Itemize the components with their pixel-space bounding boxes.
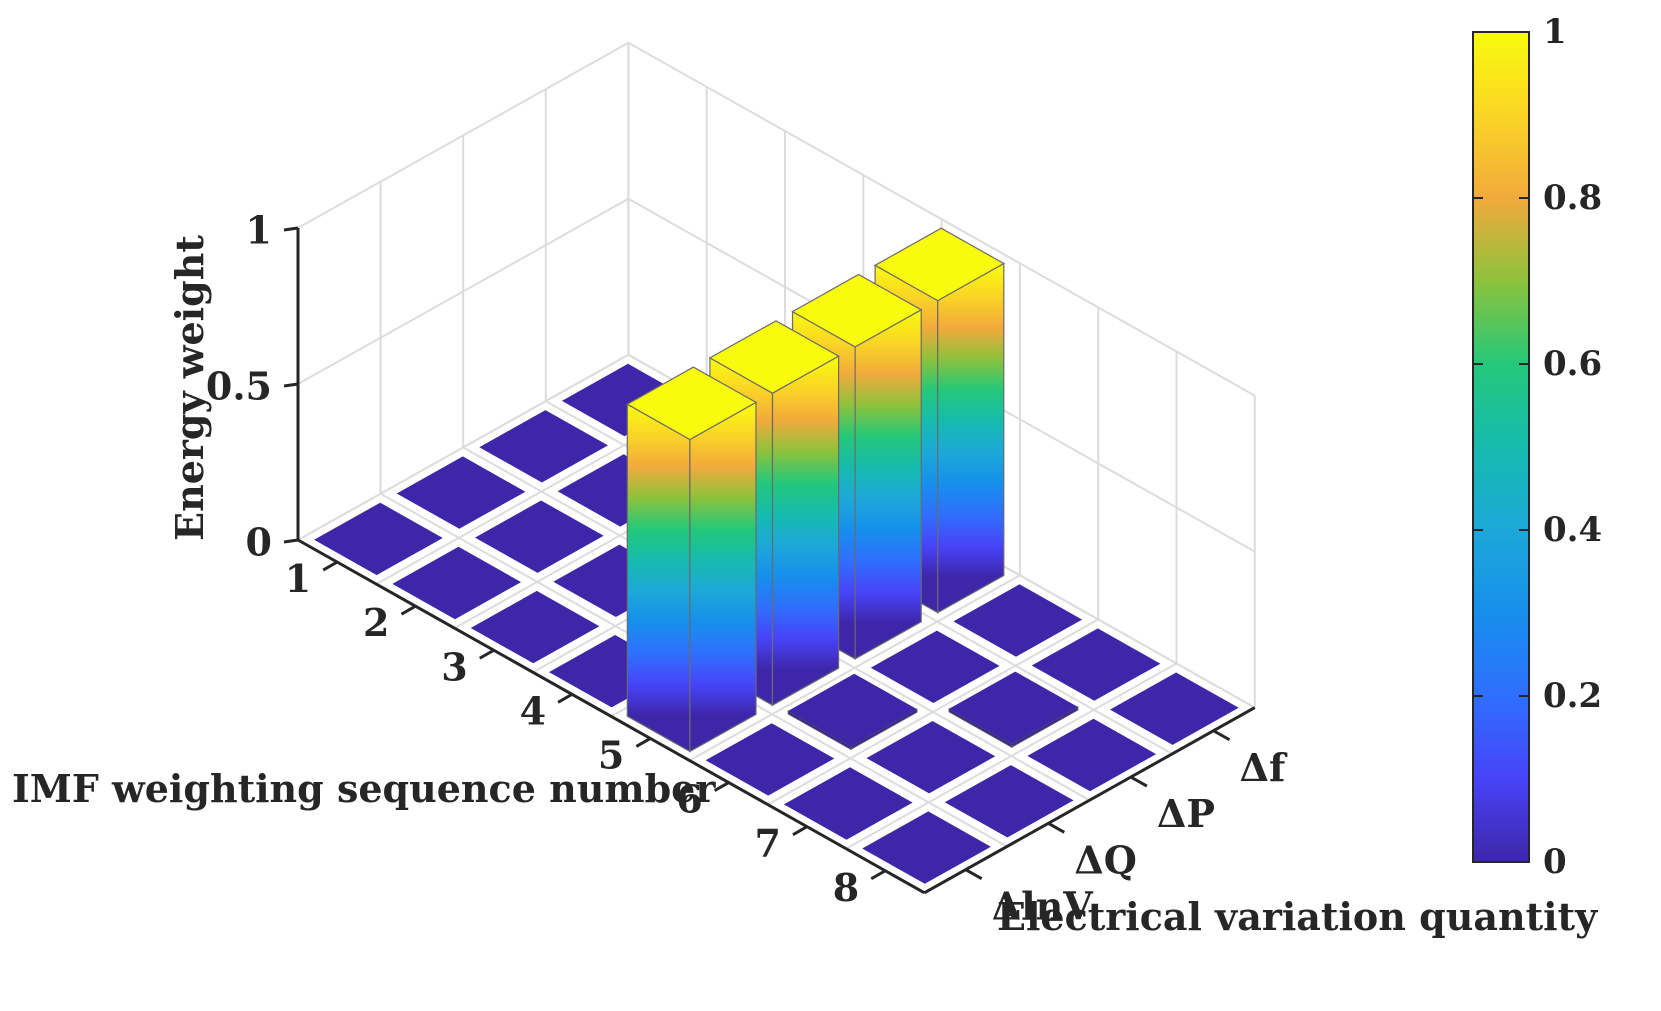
y-tick-label: ΔlnV [992, 884, 1095, 929]
x-tick [635, 737, 652, 748]
z-tick [283, 382, 299, 388]
bar-layer [314, 227, 1239, 884]
colorbar-tick-label: 0.2 [1543, 676, 1602, 716]
bar-top [708, 320, 840, 394]
colorbar: 0 0.2 0.4 0.6 0.8 1 [1472, 12, 1602, 882]
y-tick-label: ΔQ [1074, 837, 1137, 882]
bar-6-2 [870, 630, 1000, 703]
x-tick [557, 693, 573, 704]
x-axis [297, 538, 926, 895]
bar-top [862, 811, 991, 884]
grid-line-z [297, 41, 1256, 397]
x-tick [479, 648, 495, 660]
z-tick [283, 226, 299, 232]
z-axis-label: Energy weight [167, 235, 212, 541]
bar-top [791, 273, 923, 348]
bar-side-face [771, 355, 840, 707]
bar-1-0 [314, 502, 443, 576]
y-axis [923, 706, 1256, 895]
z-tick-label: 0.5 [206, 364, 272, 409]
bar-2-1 [475, 500, 604, 573]
bar-6-3 [953, 584, 1083, 657]
bar-top [1027, 718, 1157, 792]
bar-2-0 [392, 546, 522, 620]
x-tick-label: 6 [676, 777, 702, 822]
bar-1-3 [561, 363, 691, 437]
colorbar-tick-label: 1 [1543, 12, 1567, 52]
grid-line-z [297, 197, 1256, 553]
x-axis-label: IMF weighting sequence number [12, 766, 716, 811]
bar-top [561, 363, 691, 437]
bar-5-0 [626, 366, 758, 753]
bar-8-0 [862, 811, 991, 884]
x-tick [870, 869, 886, 881]
y-tick [1212, 729, 1231, 742]
bar-3-0 [470, 590, 600, 664]
bar-top [953, 584, 1083, 657]
bar-top [949, 671, 1078, 744]
bar-top [470, 590, 600, 664]
y-tick [1047, 822, 1066, 834]
y-tick [1130, 775, 1148, 788]
bar-6-0 [705, 723, 835, 796]
z-tick [283, 538, 299, 544]
bar-1-2 [479, 410, 608, 483]
bar-7-3 [1031, 628, 1161, 701]
bar-8-1 [944, 765, 1074, 838]
y-tick-label: ΔP [1157, 791, 1215, 836]
x-tick-label: 2 [363, 600, 389, 645]
bar-top [475, 500, 604, 573]
bar-1-1 [396, 456, 526, 529]
z-tick-label: 0 [246, 520, 272, 565]
x-tick-label: 4 [520, 688, 546, 733]
axis-layer [283, 226, 1256, 895]
x-tick-label: 5 [598, 732, 624, 777]
bar-7-1 [866, 721, 996, 794]
bar-top [479, 410, 608, 483]
bar-top [783, 767, 913, 840]
y-tick-label: Δf [1240, 745, 1288, 790]
bar-8-3 [1110, 672, 1239, 745]
colorbar-tick-label: 0 [1543, 842, 1567, 882]
x-tick-label: 8 [833, 865, 859, 910]
x-tick [713, 781, 730, 792]
bar-top [1031, 628, 1161, 701]
bar-top [1110, 672, 1239, 745]
colorbar-tick-label: 0.6 [1543, 344, 1602, 384]
bar-top [870, 630, 1000, 703]
bar-6-1 [787, 673, 918, 751]
bar-top [392, 546, 522, 620]
bar-top [788, 673, 917, 747]
colorbar-tick-label: 0.8 [1543, 178, 1602, 218]
bar-side-face [937, 262, 1005, 614]
bar-top [626, 366, 758, 441]
colorbar-bar [1472, 31, 1530, 863]
bar-top [944, 765, 1074, 838]
bar-side-face [854, 308, 922, 660]
bar-top [873, 227, 1006, 302]
bar-front-face [626, 403, 691, 753]
x-tick-label: 3 [441, 644, 467, 689]
bar-side-face [689, 401, 757, 753]
x-tick-label: 7 [754, 821, 780, 866]
colorbar-tick-label: 0.4 [1543, 510, 1602, 550]
bar-7-2 [948, 671, 1079, 748]
y-axis-label: Electrical variation quantity [997, 894, 1598, 939]
bar-top [705, 723, 835, 796]
bar-top [396, 456, 526, 529]
x-tick [792, 825, 808, 836]
z-tick-label: 1 [246, 208, 272, 253]
x-tick [400, 604, 417, 616]
bar-top [866, 721, 996, 794]
x-tick [322, 560, 338, 572]
x-tick-label: 1 [285, 556, 311, 601]
bar-7-0 [783, 767, 913, 840]
y-tick [964, 868, 983, 880]
bar-top [314, 502, 443, 576]
bar-8-2 [1027, 718, 1157, 792]
